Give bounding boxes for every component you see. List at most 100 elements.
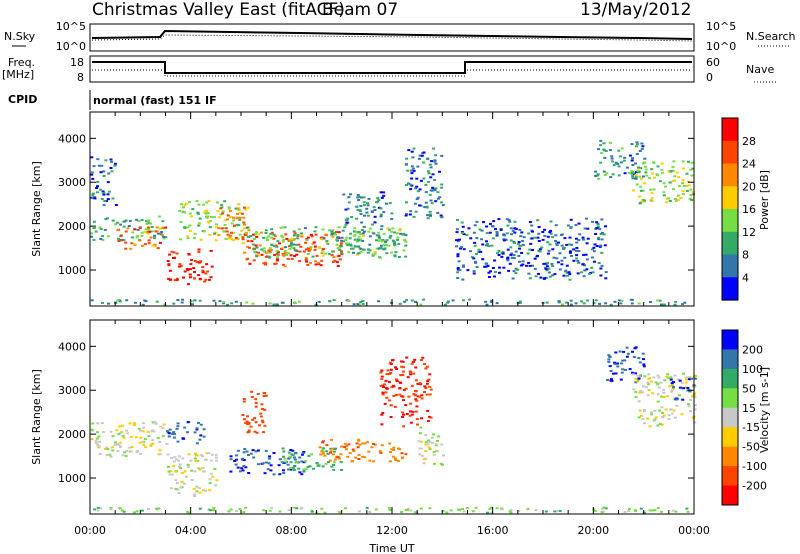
freq-label-line1: Freq. xyxy=(8,56,35,69)
data-cell xyxy=(263,424,267,427)
data-cell xyxy=(673,416,677,419)
data-cell xyxy=(577,249,581,252)
data-cell xyxy=(569,299,573,302)
data-cell xyxy=(372,460,375,463)
data-cell xyxy=(340,252,343,255)
data-cell xyxy=(321,451,325,454)
data-cell xyxy=(370,446,374,449)
data-cell xyxy=(678,379,682,382)
y-tick-label: 1000 xyxy=(58,472,86,485)
data-cell xyxy=(141,440,145,443)
colorbar-segment xyxy=(722,209,738,233)
data-cell xyxy=(261,421,265,424)
data-cell xyxy=(605,172,609,175)
data-cell xyxy=(621,359,625,362)
data-cell xyxy=(391,455,395,458)
data-cell xyxy=(105,200,108,203)
data-cell xyxy=(389,371,393,374)
data-cell xyxy=(290,257,294,260)
data-cell xyxy=(295,461,299,463)
data-cell xyxy=(110,446,114,449)
data-cell xyxy=(548,231,552,234)
data-cell xyxy=(662,182,666,185)
data-cell xyxy=(192,237,196,240)
data-cell xyxy=(652,161,656,164)
data-cell xyxy=(602,506,606,509)
data-cell xyxy=(639,414,643,417)
data-cell xyxy=(424,201,428,204)
data-cell xyxy=(648,377,652,380)
data-cell xyxy=(417,157,421,160)
data-cell xyxy=(641,391,645,394)
data-cell xyxy=(664,408,668,411)
data-cell xyxy=(119,445,122,448)
data-cell xyxy=(347,196,351,199)
data-cell xyxy=(210,265,214,268)
data-cell xyxy=(430,189,434,192)
power-colorbar-label: Power [dB] xyxy=(758,170,771,230)
data-cell xyxy=(165,430,169,433)
data-cell xyxy=(436,450,440,453)
data-cell xyxy=(247,454,250,456)
data-cell xyxy=(549,229,553,232)
data-cell xyxy=(398,302,402,305)
data-cell xyxy=(658,422,662,425)
freq-trace xyxy=(92,61,692,74)
data-cell xyxy=(419,440,423,443)
y-tick-label: 4000 xyxy=(58,340,86,353)
data-cell xyxy=(198,438,202,441)
data-cell xyxy=(419,179,423,182)
data-cell xyxy=(217,216,221,219)
data-cell xyxy=(597,238,601,241)
data-cell xyxy=(298,456,302,459)
data-cell xyxy=(491,267,495,269)
data-cell xyxy=(240,229,244,232)
data-cell xyxy=(276,251,280,254)
data-cell xyxy=(479,250,483,253)
data-cell xyxy=(281,236,285,239)
data-cell xyxy=(287,451,291,454)
data-cell xyxy=(125,429,129,432)
data-cell xyxy=(276,256,279,259)
data-cell xyxy=(201,489,205,492)
colorbar-segment xyxy=(722,186,738,210)
data-cell xyxy=(282,469,285,472)
data-cell xyxy=(486,242,489,245)
data-cell xyxy=(305,237,309,240)
data-cell xyxy=(489,222,492,225)
data-cell xyxy=(227,237,231,240)
data-cell xyxy=(392,394,396,397)
data-cell xyxy=(434,187,438,190)
data-cell xyxy=(365,211,369,214)
data-cell xyxy=(330,465,334,468)
data-cell xyxy=(204,209,208,212)
data-cell xyxy=(616,365,620,368)
data-cell xyxy=(597,262,601,264)
data-cell xyxy=(668,200,672,202)
data-cell xyxy=(294,243,298,246)
data-cell xyxy=(600,152,604,154)
data-cell xyxy=(357,438,361,441)
data-cell xyxy=(493,271,497,273)
data-cell xyxy=(153,421,157,424)
data-cell xyxy=(460,246,464,249)
data-cell xyxy=(303,227,307,230)
data-cell xyxy=(461,265,465,268)
data-cell xyxy=(355,442,359,445)
data-cell xyxy=(398,381,402,384)
data-cell xyxy=(292,468,296,471)
data-cell xyxy=(169,487,173,490)
data-cell xyxy=(178,465,182,468)
data-cell xyxy=(405,413,409,415)
data-cell xyxy=(115,443,119,446)
data-cell xyxy=(198,468,202,471)
data-cell xyxy=(514,250,518,253)
data-cell xyxy=(521,239,525,242)
data-cell xyxy=(366,204,370,207)
colorbar-tick-label: 200 xyxy=(742,343,763,356)
data-cell xyxy=(242,459,246,461)
data-cell xyxy=(381,393,385,396)
data-cell xyxy=(414,398,418,401)
data-cell xyxy=(162,237,166,240)
data-cell xyxy=(414,410,418,413)
